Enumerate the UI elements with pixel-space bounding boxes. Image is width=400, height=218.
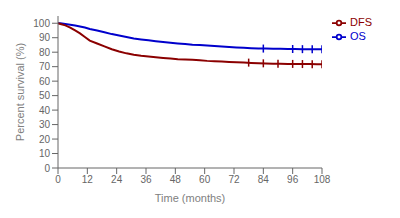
svg-text:48: 48 xyxy=(170,174,182,185)
svg-text:30: 30 xyxy=(39,119,51,130)
svg-text:0: 0 xyxy=(44,163,50,174)
svg-text:70: 70 xyxy=(39,61,51,72)
svg-text:20: 20 xyxy=(39,134,51,145)
svg-text:0: 0 xyxy=(55,174,61,185)
svg-text:72: 72 xyxy=(228,174,240,185)
svg-text:36: 36 xyxy=(140,174,152,185)
svg-text:40: 40 xyxy=(39,105,51,116)
svg-text:60: 60 xyxy=(199,174,211,185)
svg-text:96: 96 xyxy=(287,174,299,185)
svg-text:Percent survival (%): Percent survival (%) xyxy=(14,43,26,141)
svg-text:50: 50 xyxy=(39,90,51,101)
svg-text:10: 10 xyxy=(39,148,51,159)
html-text:OS: OS xyxy=(350,30,366,43)
svg-text:84: 84 xyxy=(258,174,270,185)
svg-text:90: 90 xyxy=(39,32,51,43)
svg-text:80: 80 xyxy=(39,47,51,58)
html-text:DFS: DFS xyxy=(350,16,372,28)
svg-text:24: 24 xyxy=(111,174,123,185)
svg-text:12: 12 xyxy=(82,174,94,185)
svg-text:60: 60 xyxy=(39,76,51,87)
svg-text:108: 108 xyxy=(314,174,331,185)
svg-text:Time (months): Time (months) xyxy=(155,192,226,204)
svg-text:100: 100 xyxy=(33,18,50,29)
